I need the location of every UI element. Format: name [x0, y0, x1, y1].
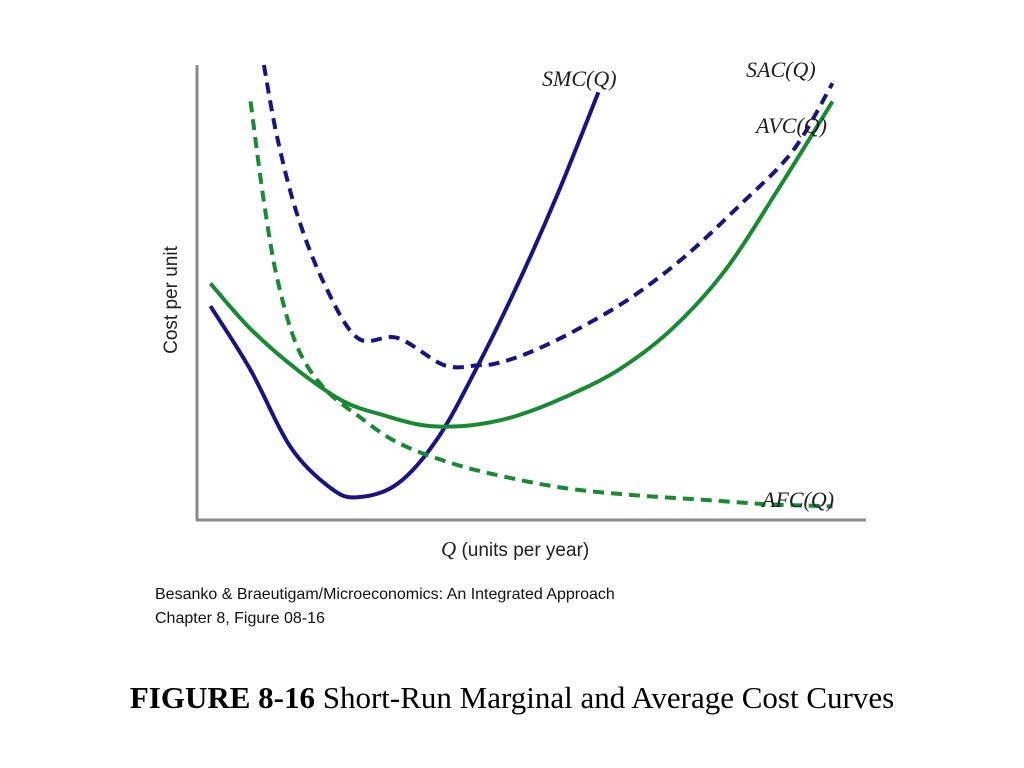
smcq-label: SMC(Q) [542, 66, 617, 91]
figure-title: Short-Run Marginal and Average Cost Curv… [314, 680, 895, 715]
x-axis-title: Q (units per year) [441, 537, 589, 562]
curve-labels-layer: SMC(Q) SAC(Q) AVC(Q) AFC(Q) [542, 57, 834, 512]
figure-caption: FIGURE 8-16 Short-Run Marginal and Avera… [0, 680, 1024, 716]
afcq-label: AFC(Q) [760, 487, 834, 512]
source-line-1: Besanko & Braeutigam/Microeconomics: An … [155, 586, 615, 603]
avcq-label: AVC(Q) [754, 113, 827, 138]
sacq-label: SAC(Q) [746, 57, 816, 82]
y-axis-title: Cost per unit [161, 245, 182, 353]
source-line-2: Chapter 8, Figure 08-16 [155, 610, 325, 627]
curves-layer [208, 64, 835, 509]
figure-number: FIGURE 8-16 [129, 680, 315, 715]
sacq-curve [261, 64, 835, 370]
avcq-curve [208, 100, 835, 429]
source-citation: Besanko & Braeutigam/Microeconomics: An … [155, 583, 615, 631]
x-axis-title-symbol: Q [441, 537, 457, 561]
afcq-curve [248, 101, 833, 509]
smcq-curve [208, 91, 601, 500]
x-axis-title-text: (units per year) [456, 540, 590, 561]
